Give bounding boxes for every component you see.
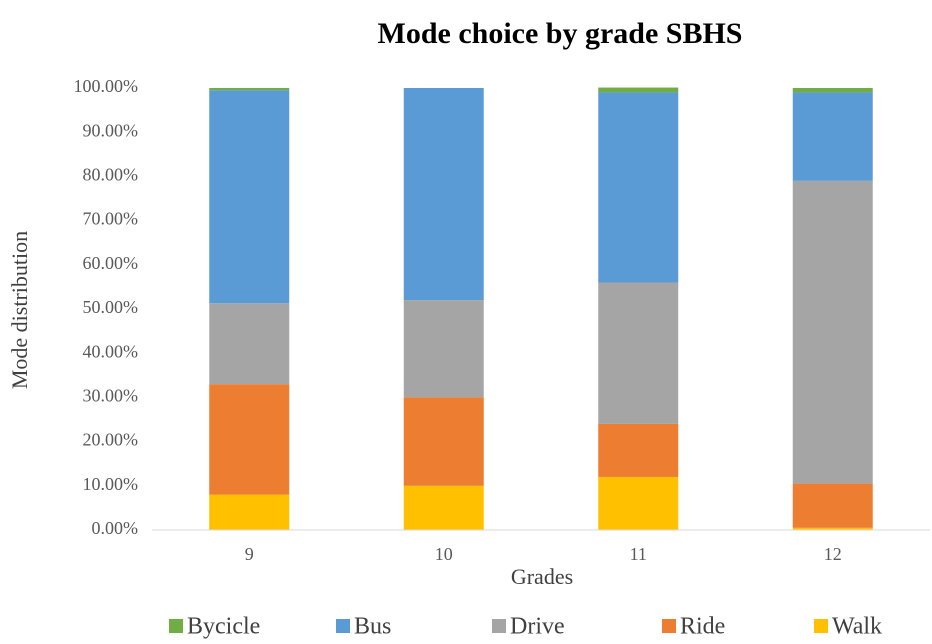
bar-segment bbox=[598, 92, 679, 283]
legend-swatch bbox=[814, 619, 828, 633]
bar-segment bbox=[598, 87, 679, 93]
x-axis-title: Grades bbox=[511, 564, 573, 589]
bar-segment bbox=[792, 88, 873, 93]
bar-segment bbox=[209, 90, 290, 304]
bar-segment bbox=[792, 92, 873, 181]
legend-label: Ride bbox=[680, 614, 725, 640]
bar-segment bbox=[209, 384, 290, 495]
y-tick-label: 40.00% bbox=[83, 341, 139, 361]
bar-segment bbox=[598, 282, 679, 424]
legend-swatch bbox=[492, 619, 506, 633]
legend-label: Bus bbox=[354, 614, 391, 640]
y-tick-label: 10.00% bbox=[83, 474, 139, 494]
bar-segment bbox=[403, 88, 484, 301]
x-tick-label: 9 bbox=[245, 544, 254, 564]
y-tick-label: 100.00% bbox=[74, 76, 139, 96]
bar-segment bbox=[403, 397, 484, 486]
legend-swatch bbox=[662, 619, 676, 633]
y-tick-label: 20.00% bbox=[83, 430, 139, 450]
bar-segment bbox=[403, 485, 484, 530]
bar-segment bbox=[598, 476, 679, 530]
legend-label: Walk bbox=[832, 614, 882, 640]
y-axis-title: Mode distribution bbox=[7, 231, 32, 389]
x-tick-label: 12 bbox=[824, 544, 842, 564]
bar-segment bbox=[209, 303, 290, 385]
y-tick-label: 70.00% bbox=[83, 209, 139, 229]
chart-title: Mode choice by grade SBHS bbox=[378, 17, 743, 50]
x-tick-label: 10 bbox=[435, 544, 453, 564]
bar-segment bbox=[598, 423, 679, 477]
bar-segment bbox=[792, 180, 873, 484]
y-tick-label: 50.00% bbox=[83, 297, 139, 317]
bar-segment bbox=[792, 527, 873, 530]
y-tick-label: 30.00% bbox=[83, 386, 139, 406]
y-tick-label: 90.00% bbox=[83, 120, 139, 140]
y-tick-label: 0.00% bbox=[92, 518, 139, 538]
bar-segment bbox=[209, 494, 290, 530]
legend-label: Drive bbox=[510, 614, 565, 640]
y-tick-label: 60.00% bbox=[83, 253, 139, 273]
y-tick-label: 80.00% bbox=[83, 165, 139, 185]
x-tick-label: 11 bbox=[630, 544, 647, 564]
legend-swatch bbox=[169, 619, 183, 633]
legend-swatch bbox=[336, 619, 350, 633]
bar-segment bbox=[792, 483, 873, 528]
legend-label: Bycicle bbox=[187, 614, 260, 640]
bar-segment bbox=[403, 300, 484, 398]
bar-segment bbox=[209, 88, 290, 91]
